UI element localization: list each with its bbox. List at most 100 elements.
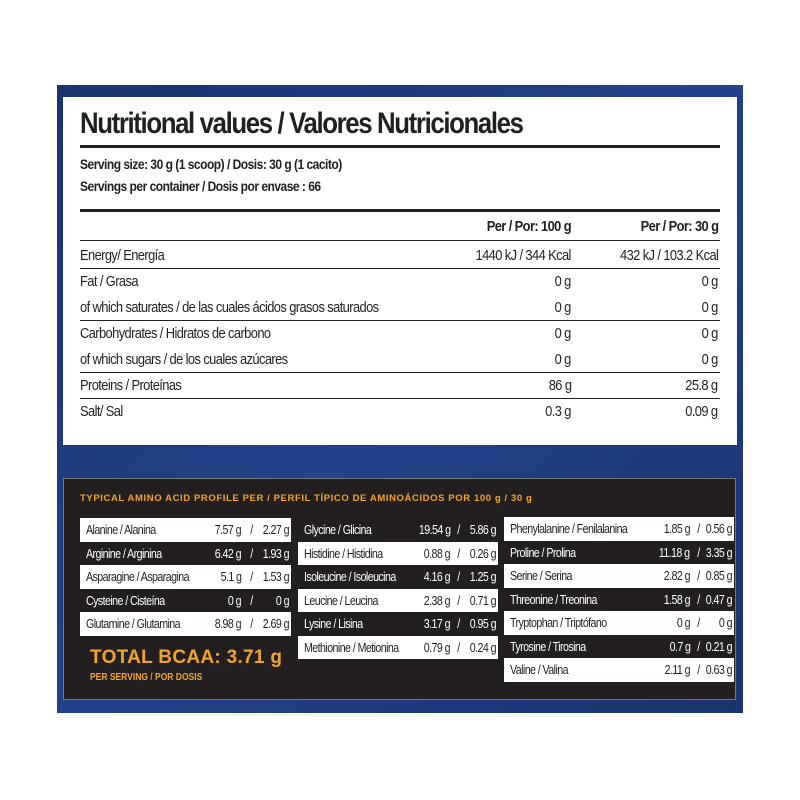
nutrition-row: of which sugars / de los cuales azúcares… [80,347,719,373]
value-per-100: 0 g [554,351,572,368]
separator: / [697,544,700,560]
amino-name: Threonine / Treonina [510,591,597,607]
amino-name: Leucine / Leucina [304,592,378,608]
amino-per-30: 0 g [275,592,290,608]
amino-per-30: 5.86 g [469,522,497,537]
header-per-30: Per / Por: 30 g [640,218,718,235]
amino-row: Leucine / Leucina 2.38 g / 0.71 g [298,588,498,612]
divider [80,268,720,269]
value-per-100: 0.3 g [545,403,571,420]
value-per-100: 0 g [554,299,572,316]
nutrition-row: Carbohydrates / Hidratos de carbono 0 g 0 … [80,321,719,347]
amino-column: Phenylalanine / Fenilalanina 1.85 g / 0.56 … [504,517,734,682]
amino-per-30: 0.85 g [705,568,733,583]
separator: / [457,639,460,655]
separator: / [250,616,253,631]
amino-row: Proline / Prolina 11.18 g / 3.35 g [504,540,734,564]
amino-title: TYPICAL AMINO ACID PROFILE PER / PERFIL … [80,493,533,504]
amino-per-100: 3.17 g [423,616,451,631]
value-per-100: 86 g [548,377,571,394]
separator: / [457,616,460,631]
amino-name: Lysine / Lisina [304,616,363,631]
separator: / [250,569,253,584]
divider [80,240,720,241]
nutrition-row: Salt/ Sal 0.3 g 0.09 g [80,399,719,425]
amino-row: Cysteine / Cisteína 0 g / 0 g [80,588,291,612]
separator: / [457,522,460,537]
nutrient-name: Salt/ Sal [80,403,123,420]
total-bcaa: TOTAL BCAA: 3.71 g [90,647,283,668]
amino-per-30: 0.63 g [705,662,733,677]
nutrition-row: Energy/ Energía 1440 kJ / 344 Kcal 432 kJ … [80,243,719,269]
nutrition-header-row: Per / Por: 100 g Per / Por: 30 g [80,214,719,240]
separator: / [457,569,460,584]
amino-row: Glutamine / Glutamina 8.98 g / 2.69 g [80,612,291,636]
separator: / [697,591,700,607]
amino-column: Alanine / Alanina 7.57 g / 2.27 g Arginine /… [80,518,291,636]
amino-per-100: 0.88 g [423,545,451,561]
value-per-30: 0.09 g [685,403,719,420]
nutrient-name: Proteins / Proteínas [80,377,182,394]
amino-per-30: 2.27 g [262,522,290,537]
separator: / [697,568,700,583]
separator: / [250,592,253,608]
amino-per-100: 1.85 g [663,521,691,536]
amino-name: Asparagine / Asparagina [86,569,190,584]
value-per-30: 0 g [701,351,719,368]
separator: / [457,592,460,608]
amino-name: Glutamine / Glutamina [86,616,181,631]
value-per-30: 0 g [701,273,719,290]
nutrient-name: Fat / Grasa [80,273,139,290]
amino-row: Threonine / Treonina 1.58 g / 0.47 g [504,587,734,611]
nutrient-name: Carbohydrates / Hidratos de carbono [80,325,271,342]
amino-row: Lysine / Lisina 3.17 g / 0.95 g [298,612,498,636]
per-serving-label: PER SERVING / POR DOSIS [90,672,203,683]
nutrition-title: Nutritional values / Valores Nutricional… [80,107,524,140]
amino-per-30: 0.56 g [705,521,733,536]
amino-per-100: 19.54 g [418,522,450,537]
amino-per-30: 0.47 g [705,591,733,607]
divider [80,398,720,399]
amino-row: Tyrosine / Tirosina 0.7 g / 0.21 g [504,634,734,658]
separator: / [457,545,460,561]
nutrition-row: Fat / Grasa 0 g 0 g [80,269,719,295]
amino-per-30: 0.26 g [469,545,497,561]
value-per-30: 25.8 g [685,377,719,394]
amino-name: Tyrosine / Tirosina [510,638,586,654]
amino-per-100: 2.82 g [663,568,691,583]
amino-row: Isoleucine / Isoleucina 4.16 g / 1.25 g [298,565,498,589]
divider [80,320,720,321]
divider [80,372,720,373]
amino-name: Glycine / Glicina [304,522,372,537]
serving-size: Serving size: 30 g (1 scoop) / Dosis: 30… [80,156,342,172]
value-per-30: 0 g [701,325,719,342]
amino-per-100: 0 g [676,615,691,630]
amino-per-30: 3.35 g [705,544,733,560]
amino-name: Tryptophan / Triptófano [510,615,607,630]
amino-name: Proline / Prolina [510,544,576,560]
amino-acid-panel: TYPICAL AMINO ACID PROFILE PER / PERFIL … [63,478,736,700]
divider [80,209,720,212]
value-per-30: 0 g [701,299,719,316]
value-per-30: 432 kJ / 103.2 Kcal [619,247,719,264]
value-per-100: 1440 kJ / 344 Kcal [475,247,572,264]
amino-row: Glycine / Glicina 19.54 g / 5.86 g [298,518,498,542]
nutrient-name: Energy/ Energía [80,247,165,264]
amino-per-30: 0.71 g [469,592,497,608]
amino-per-30: 1.25 g [469,569,497,584]
amino-per-100: 0 g [227,592,242,608]
amino-name: Cysteine / Cisteína [86,592,165,608]
amino-row: Histidine / Histidina 0.88 g / 0.26 g [298,541,498,565]
amino-column: Glycine / Glicina 19.54 g / 5.86 g Histidine… [298,518,498,659]
nutrition-row: of which saturates / de las cuales ácido… [80,295,719,321]
separator: / [250,522,253,537]
amino-per-30: 1.93 g [262,545,290,561]
amino-name: Histidine / Histidina [304,545,383,561]
separator: / [697,521,700,536]
nutrient-name: of which saturates / de las cuales ácido… [80,299,379,316]
amino-row: Valine / Valina 2.11 g / 0.63 g [504,658,734,682]
separator: / [250,545,253,561]
amino-per-30: 0 g [718,615,733,630]
amino-row: Asparagine / Asparagina 5.1 g / 1.53 g [80,565,291,589]
amino-per-30: 0.24 g [469,639,497,655]
